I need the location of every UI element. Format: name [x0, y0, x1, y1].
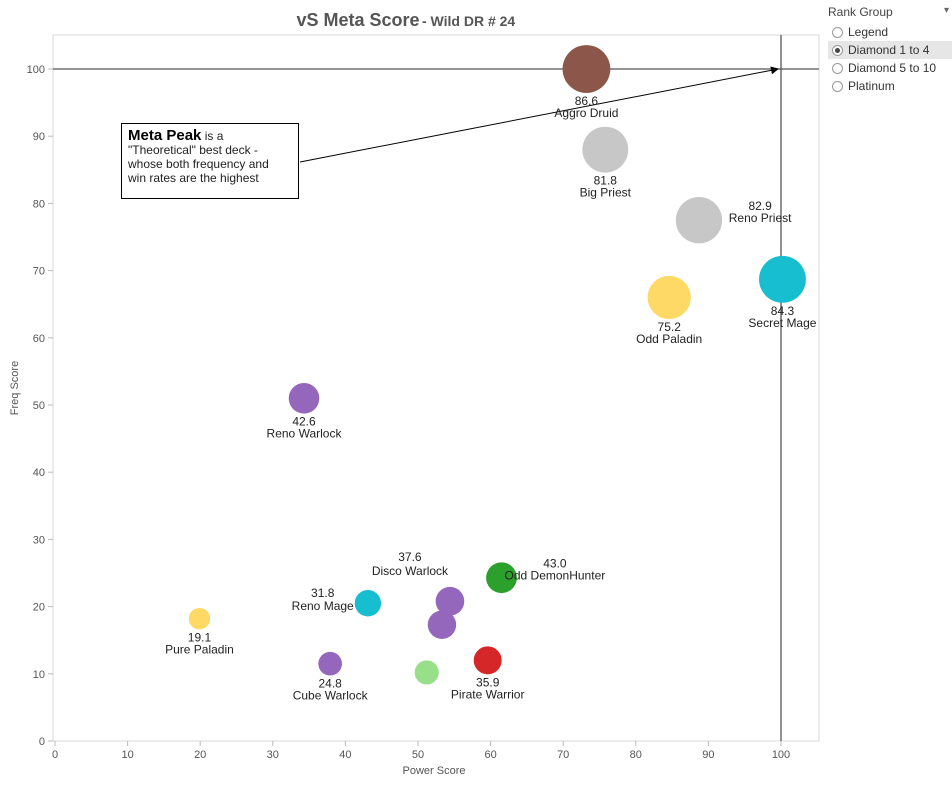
bubble-odd-demonhunter[interactable]	[486, 562, 517, 594]
bubble-deck-label: Aggro Druid	[554, 106, 618, 120]
bubble-score-label: 86.6	[575, 94, 599, 108]
radio-selected-icon[interactable]	[832, 44, 843, 56]
bubble-score-label: 84.3	[771, 304, 795, 318]
annotation-text-2: "Theoretical" best deck -	[128, 143, 258, 157]
filter-option-label: Platinum	[848, 79, 895, 93]
bubble-score-label: 82.9	[748, 199, 772, 213]
y-tick-label: 60	[33, 333, 45, 345]
y-tick-label: 50	[33, 400, 45, 412]
bubble-secret-mage[interactable]	[759, 255, 806, 303]
bubble-deck-label: Reno Priest	[729, 211, 792, 225]
bubble-disco-warlock[interactable]	[435, 586, 465, 616]
svg-text:vS Meta Score: vS Meta Score	[296, 10, 419, 30]
x-tick-label: 60	[484, 749, 496, 761]
bubble-score-label: 31.8	[311, 586, 335, 600]
bubble-score-label: 43.0	[543, 557, 567, 571]
x-tick-label: 70	[557, 749, 569, 761]
filter-menu-arrow-icon[interactable]: ▾	[944, 5, 950, 16]
radio-icon[interactable]	[832, 26, 843, 38]
x-tick-label: 50	[412, 749, 424, 761]
x-tick-label: 20	[194, 749, 206, 761]
y-tick-label: 40	[33, 467, 45, 479]
y-tick-label: 0	[39, 736, 45, 748]
filter-title: Rank Group	[828, 5, 893, 19]
y-tick-label: 80	[33, 198, 45, 210]
filter-option-label: Legend	[848, 25, 889, 39]
bubble-deck-label: Reno Mage	[292, 599, 354, 613]
annotation-text-4: win rates are the highest	[128, 171, 259, 185]
bubble-pirate-warrior[interactable]	[473, 646, 502, 675]
bubble-deck-label: Cube Warlock	[293, 689, 369, 703]
x-tick-label: 90	[702, 749, 714, 761]
filter-option-diamond-5-10[interactable]: Diamond 5 to 10	[828, 59, 952, 77]
bubble-deck-label: Secret Mage	[748, 316, 816, 330]
bubble-score-label: 81.8	[594, 174, 618, 188]
filter-option-label: Diamond 1 to 4	[848, 43, 930, 57]
annotation-text-1: is a	[201, 129, 224, 143]
x-tick-label: 30	[267, 749, 279, 761]
filter-option-diamond-1-4[interactable]: Diamond 1 to 4	[828, 41, 952, 59]
bubble-aggro-druid[interactable]	[562, 45, 611, 93]
svg-text:Power Score: Power Score	[403, 765, 466, 777]
filter-option-legend[interactable]: Legend	[828, 23, 952, 41]
filter-option-label: Diamond 5 to 10	[848, 61, 937, 75]
y-tick-label: 90	[33, 131, 45, 143]
bubble-odd-paladin[interactable]	[647, 275, 691, 320]
annotation-arrow	[299, 66, 779, 163]
chart-title: vS Meta Score	[296, 10, 419, 30]
y-tick-label: 70	[33, 266, 45, 278]
rank-group-filter: Rank Group ▾ Legend Diamond 1 to 4 Diamo…	[828, 5, 952, 95]
bubble-reno-mage[interactable]	[354, 590, 382, 617]
filter-option-platinum[interactable]: Platinum	[828, 77, 952, 95]
bubble-pure-paladin[interactable]	[188, 607, 211, 630]
bubble-reno-warlock[interactable]	[288, 382, 320, 414]
bubble-score-label: 35.9	[476, 675, 500, 689]
bubble-deck-label: Odd DemonHunter	[505, 569, 606, 583]
bubble-deck-label: Big Priest	[580, 186, 632, 200]
bubble-cube-warlock[interactable]	[318, 651, 342, 676]
annotation-heading: Meta Peak	[128, 127, 202, 144]
x-tick-label: 100	[772, 749, 790, 761]
y-tick-label: 10	[33, 669, 45, 681]
y-tick-label: 20	[33, 602, 45, 614]
y-tick-label: 100	[27, 64, 45, 76]
annotation-text-3: whose both frequency and	[128, 157, 269, 171]
y-axis-title: Freq Score	[9, 361, 21, 415]
x-tick-label: 0	[52, 749, 58, 761]
x-tick-label: 10	[121, 749, 133, 761]
bubble-deck-label: Disco Warlock	[372, 564, 449, 578]
bubble-score-label: 42.6	[292, 415, 316, 429]
y-tick-label: 30	[33, 534, 45, 546]
bubble-deck-label: Odd Paladin	[636, 332, 702, 346]
bubble-score-label: 37.6	[398, 550, 422, 564]
meta-peak-annotation: Meta Peak is a "Theoretical" best deck -…	[121, 123, 299, 199]
svg-text:- Wild DR # 24: - Wild DR # 24	[422, 13, 515, 29]
x-tick-label: 80	[630, 749, 642, 761]
bubble-deck-label: Pirate Warrior	[451, 687, 525, 701]
bubble-score-label: 19.1	[188, 630, 212, 644]
chart-subtitle: - Wild DR # 24	[422, 13, 515, 29]
radio-icon[interactable]	[832, 80, 843, 92]
x-axis-title: Power Score	[403, 765, 466, 777]
bubble-unlabeled[interactable]	[414, 660, 439, 685]
bubble-reno-priest[interactable]	[675, 197, 723, 244]
svg-text:Freq Score: Freq Score	[9, 361, 21, 415]
bubble-big-priest[interactable]	[582, 126, 629, 173]
bubble-unlabeled[interactable]	[427, 610, 457, 639]
bubble-score-label: 75.2	[658, 320, 682, 334]
bubble-deck-label: Pure Paladin	[165, 642, 234, 656]
x-tick-label: 40	[339, 749, 351, 761]
bubble-deck-label: Reno Warlock	[267, 427, 343, 441]
bubble-score-label: 24.8	[318, 677, 342, 691]
radio-icon[interactable]	[832, 62, 843, 74]
